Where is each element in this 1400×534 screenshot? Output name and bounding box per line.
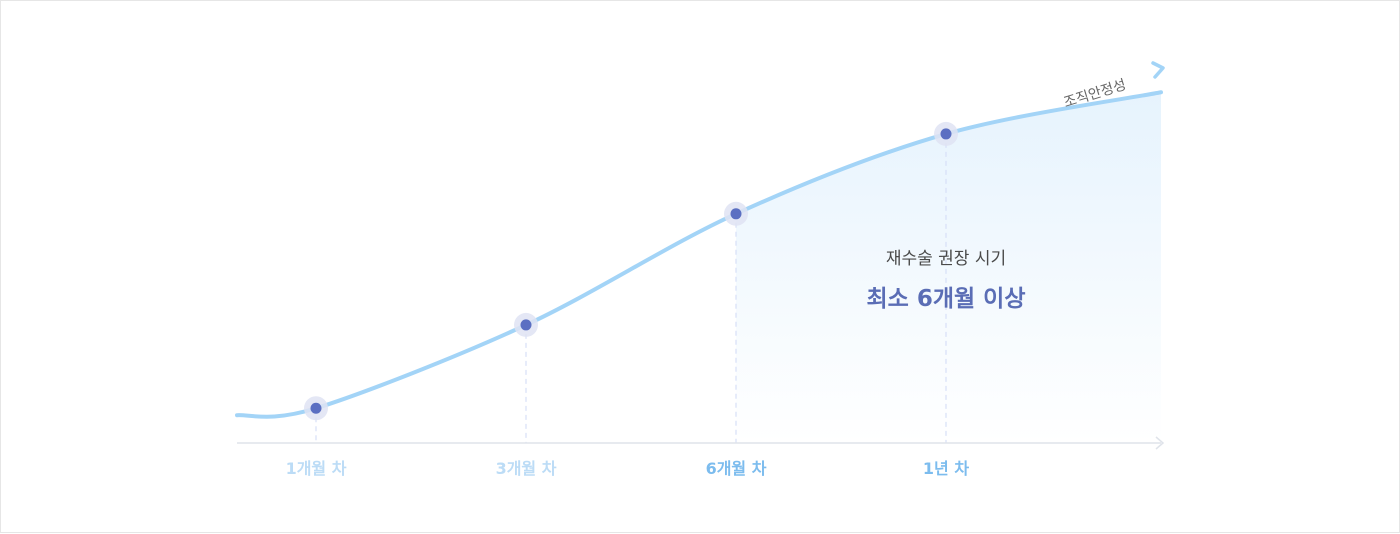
data-point xyxy=(730,208,742,220)
data-point xyxy=(310,402,322,414)
data-points xyxy=(304,121,958,421)
callout-subtitle: 재수술 권장 시기 xyxy=(885,249,1007,269)
surgery-timing-callout: 재수술 권장 시기 최소 6개월 이상 xyxy=(841,244,1051,313)
x-tick-label: 3개월 차 xyxy=(495,459,557,478)
callout-title: 최소 6개월 이상 xyxy=(866,286,1026,312)
data-point xyxy=(940,128,952,140)
data-point xyxy=(520,319,532,331)
x-tick-label: 1년 차 xyxy=(922,459,970,478)
x-axis-arrowhead xyxy=(1155,436,1165,450)
x-tick-label: 1개월 차 xyxy=(285,459,347,478)
guide-lines xyxy=(315,133,947,443)
curve-arrowhead xyxy=(1151,61,1165,79)
x-tick-label: 6개월 차 xyxy=(705,459,767,478)
highlight-area xyxy=(736,92,1161,443)
